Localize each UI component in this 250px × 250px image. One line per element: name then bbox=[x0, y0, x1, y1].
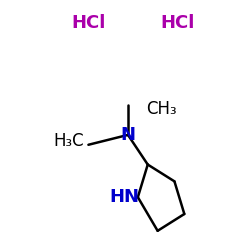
Text: HCl: HCl bbox=[160, 14, 194, 32]
Text: H₃C: H₃C bbox=[54, 132, 84, 150]
Text: HCl: HCl bbox=[71, 14, 106, 32]
Text: CH₃: CH₃ bbox=[146, 100, 176, 118]
Text: N: N bbox=[120, 126, 136, 144]
Text: HN: HN bbox=[109, 188, 139, 206]
